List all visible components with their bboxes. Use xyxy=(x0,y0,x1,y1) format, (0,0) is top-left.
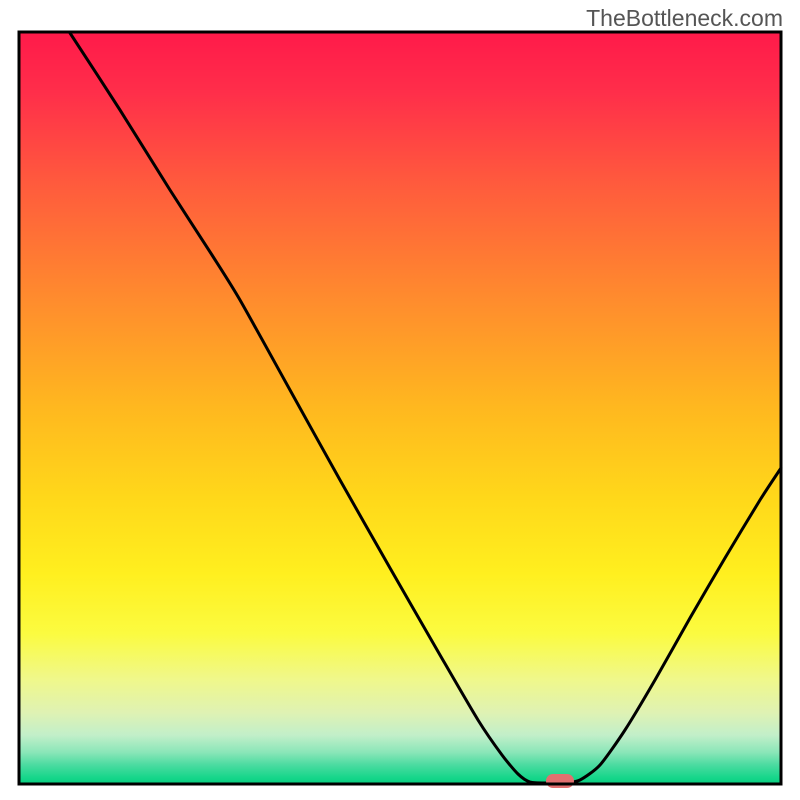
plot-background xyxy=(19,32,781,784)
optimal-point-marker xyxy=(546,774,574,788)
watermark-text: TheBottleneck.com xyxy=(586,5,783,32)
chart-svg xyxy=(0,0,800,800)
bottleneck-chart: TheBottleneck.com xyxy=(0,0,800,800)
